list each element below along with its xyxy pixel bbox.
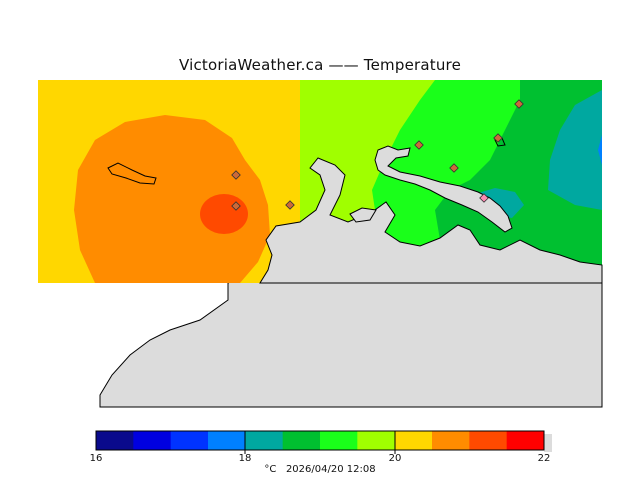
coastline-lake [107, 162, 157, 185]
colorbar-caption: °C 2026/04/20 12:08 [0, 464, 640, 475]
color-bar-segment [320, 431, 358, 450]
station-marker [285, 200, 295, 210]
station-marker [493, 133, 503, 143]
color-bar-segment [245, 431, 284, 450]
color-bar-segment [469, 431, 508, 450]
temperature-field [38, 80, 602, 283]
color-bar-segment [133, 431, 172, 450]
station-marker [514, 99, 524, 109]
coastline-peninsula [374, 145, 513, 233]
color-bar-segment [432, 431, 470, 450]
color-bar [96, 431, 545, 450]
color-bar-segment [208, 431, 246, 450]
color-bar-segment [357, 431, 396, 450]
timestamp: 2026/04/20 12:08 [285, 464, 376, 475]
colorbar-tick-label: 18 [238, 453, 252, 464]
color-bar-ticks [244, 431, 396, 454]
color-bar-segment [282, 431, 321, 450]
color-bar-segment [170, 431, 209, 450]
color-bar-segment [506, 431, 545, 450]
station-marker [231, 201, 241, 211]
color-bar-segment [96, 431, 134, 450]
station-markers [231, 99, 524, 211]
coastline-mainland [259, 157, 603, 284]
station-marker [231, 170, 241, 180]
station-marker [479, 193, 489, 203]
color-bar-segment [394, 431, 433, 450]
unit-label: °C [264, 464, 277, 475]
coastline-inlet [349, 207, 377, 223]
colorbar-tick-label: 16 [89, 453, 103, 464]
station-marker [449, 163, 459, 173]
page-title: VictoriaWeather.ca —— Temperature [178, 56, 462, 74]
colorbar-tick-label: 20 [388, 453, 402, 464]
colorbar-tick-label: 22 [537, 453, 551, 464]
station-marker [414, 140, 424, 150]
